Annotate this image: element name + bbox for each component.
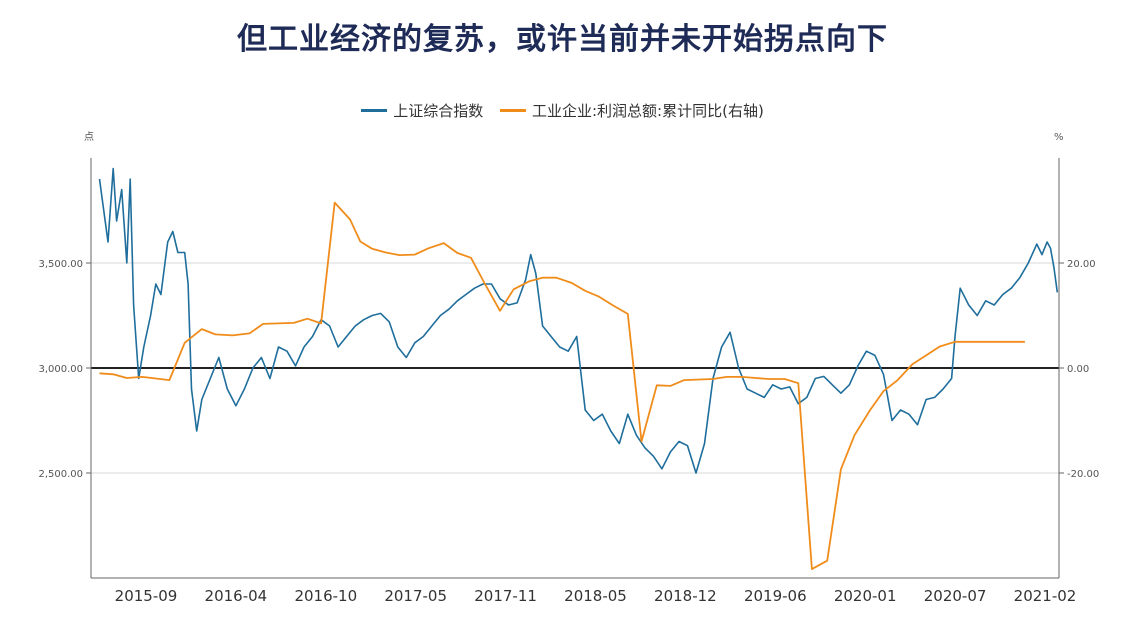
legend-swatch-profit: [499, 109, 526, 112]
x-tick-label: 2017-11: [474, 587, 537, 605]
left-tick-label: 3,000.00: [38, 364, 83, 375]
left-axis-unit: 点: [84, 131, 94, 143]
x-tick-label: 2017-05: [384, 587, 447, 605]
legend-swatch-sse: [361, 109, 388, 112]
legend-item-sse: 上证综合指数: [361, 100, 483, 121]
x-tick-label: 2015-09: [115, 587, 178, 605]
right-tick-label: -20.00: [1067, 469, 1099, 480]
x-tick-label: 2016-04: [205, 587, 268, 605]
right-tick-label: 0.00: [1067, 364, 1089, 375]
chart-title: 但工业经济的复苏，或许当前并未开始拐点向下: [237, 22, 888, 57]
right-axis-unit: %: [1054, 132, 1064, 143]
x-tick-label: 2020-07: [924, 587, 987, 605]
legend-label-profit: 工业企业:利润总额:累计同比(右轴): [531, 102, 764, 120]
series-line-sse-composite: [98, 167, 1059, 474]
legend-item-profit: 工业企业:利润总额:累计同比(右轴): [499, 100, 764, 121]
x-tick-label: 2020-01: [834, 587, 897, 605]
left-tick-label: 2,500.00: [38, 469, 83, 480]
legend-label-sse: 上证综合指数: [393, 102, 484, 120]
x-tick-label: 2016-10: [294, 587, 357, 605]
x-tick-label: 2019-06: [744, 587, 807, 605]
x-tick-label: 2018-05: [564, 587, 627, 605]
series-line-industrial-profit-yoy: [99, 201, 1025, 570]
x-tick-label: 2018-12: [654, 587, 717, 605]
chart-legend: 上证综合指数 工业企业:利润总额:累计同比(右轴): [0, 98, 1125, 121]
x-tick-label: 2021-02: [1014, 587, 1077, 605]
left-tick-label: 3,500.00: [38, 259, 83, 270]
right-tick-label: 20.00: [1067, 259, 1096, 270]
